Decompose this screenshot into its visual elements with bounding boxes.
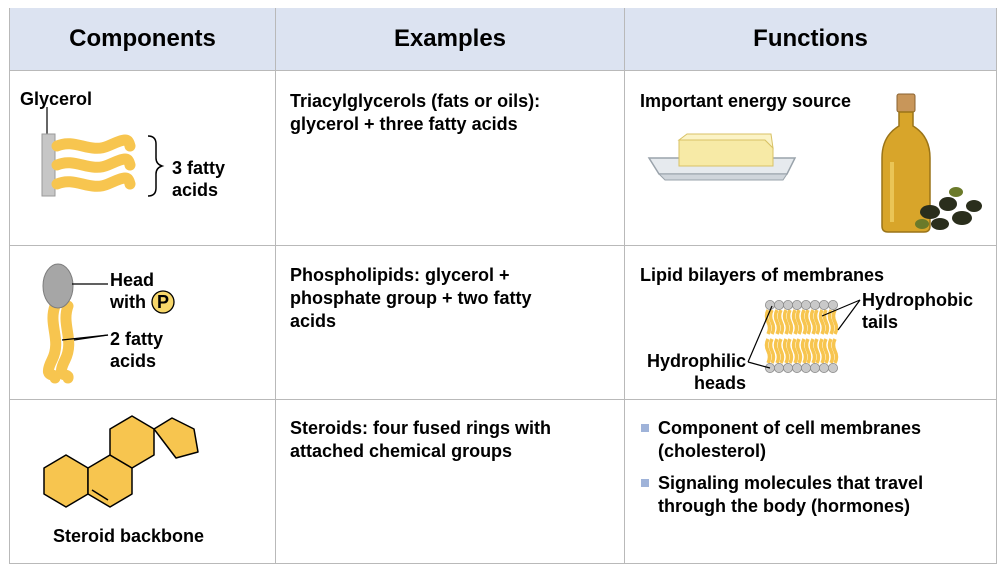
tail-top [831,309,839,335]
tail-bottom [822,338,830,364]
tail-bottom [782,338,790,364]
oil-bottle-and-olives-icon [881,93,982,233]
row1-function-cell [625,70,996,245]
tail-bottom [809,338,817,364]
tail-top [827,309,835,335]
phosphate-icon [151,290,175,314]
tail-bottom [813,338,821,364]
tail-top [809,309,817,335]
steroids-example: Steroids: four fused rings with attached… [290,418,552,461]
triacylglycerols-example: Triacylglycerols (fats or oils): glycero… [290,91,541,134]
row1-component-cell [10,70,276,245]
tail-top [804,309,812,335]
header-functions-label: Functions [753,25,868,52]
tail-top [800,309,808,335]
tail-bottom [791,338,799,364]
header-examples-label: Examples [393,25,507,52]
tail-top [795,309,803,335]
head-bottom [828,362,839,373]
two-fatty-acids-label: 2 fatty acids [110,329,164,371]
butter-dish-icon [647,133,797,181]
tail-bottom [764,338,772,364]
header-examples: Examples [276,8,625,70]
tail-top [782,309,790,335]
function-bullet-cholesterol: Component of cell membranes (cholesterol… [658,418,922,461]
bullet-marker-1 [641,424,649,432]
lipid-bilayer-function: Lipid bilayers of membranes [640,265,885,285]
header-components: Components [10,8,276,70]
head-with-label: Head with [110,270,155,312]
tails-pointer [837,299,861,331]
header-components-label: Components [69,25,216,52]
tail-bottom [773,338,781,364]
row3-function-cell [625,399,996,563]
bullet-marker-2 [641,479,649,487]
glycerol-label: Glycerol [20,89,93,109]
phospholipids-example: Phospholipids: glycerol + phosphate grou… [290,265,532,331]
lipid-table: Components Examples Functions [9,8,997,564]
phosphate-badge: P [157,292,170,312]
heads-pointer [747,305,773,363]
row2-function-cell [625,245,996,399]
tail-top [777,309,785,335]
tail-bottom [804,338,812,364]
steroid-backbone-label: Steroid backbone [53,526,205,546]
row1-example-cell [276,70,625,245]
head-top [828,299,839,310]
tail-top [764,309,772,335]
heads-pointer [747,361,771,369]
tail-top [813,309,821,335]
tail-top [773,309,781,335]
tail-bottom [818,338,826,364]
tail-bottom [777,338,785,364]
function-bullet-hormones: Signaling molecules that travel through … [658,473,924,516]
tail-bottom [800,338,808,364]
tails-pointer [821,299,861,317]
row2-example-cell [276,245,625,399]
header-functions: Functions [625,8,996,70]
tail-top [818,309,826,335]
tail-top [791,309,799,335]
three-fatty-acids-label: 3 fatty acids [172,158,226,200]
tail-bottom [827,338,835,364]
tail-top [768,309,776,335]
energy-source-function: Important energy source [640,91,852,111]
tail-bottom [768,338,776,364]
row3-component-cell [10,399,276,563]
tail-bottom [786,338,794,364]
hydrophilic-heads-label: Hydrophilic heads [646,351,746,393]
row3-example-cell [276,399,625,563]
tail-top [822,309,830,335]
tail-top [786,309,794,335]
tail-bottom [795,338,803,364]
row2-component-cell [10,245,276,399]
hydrophobic-tails-label: Hydrophobic tails [862,290,973,332]
tail-bottom [831,338,839,364]
